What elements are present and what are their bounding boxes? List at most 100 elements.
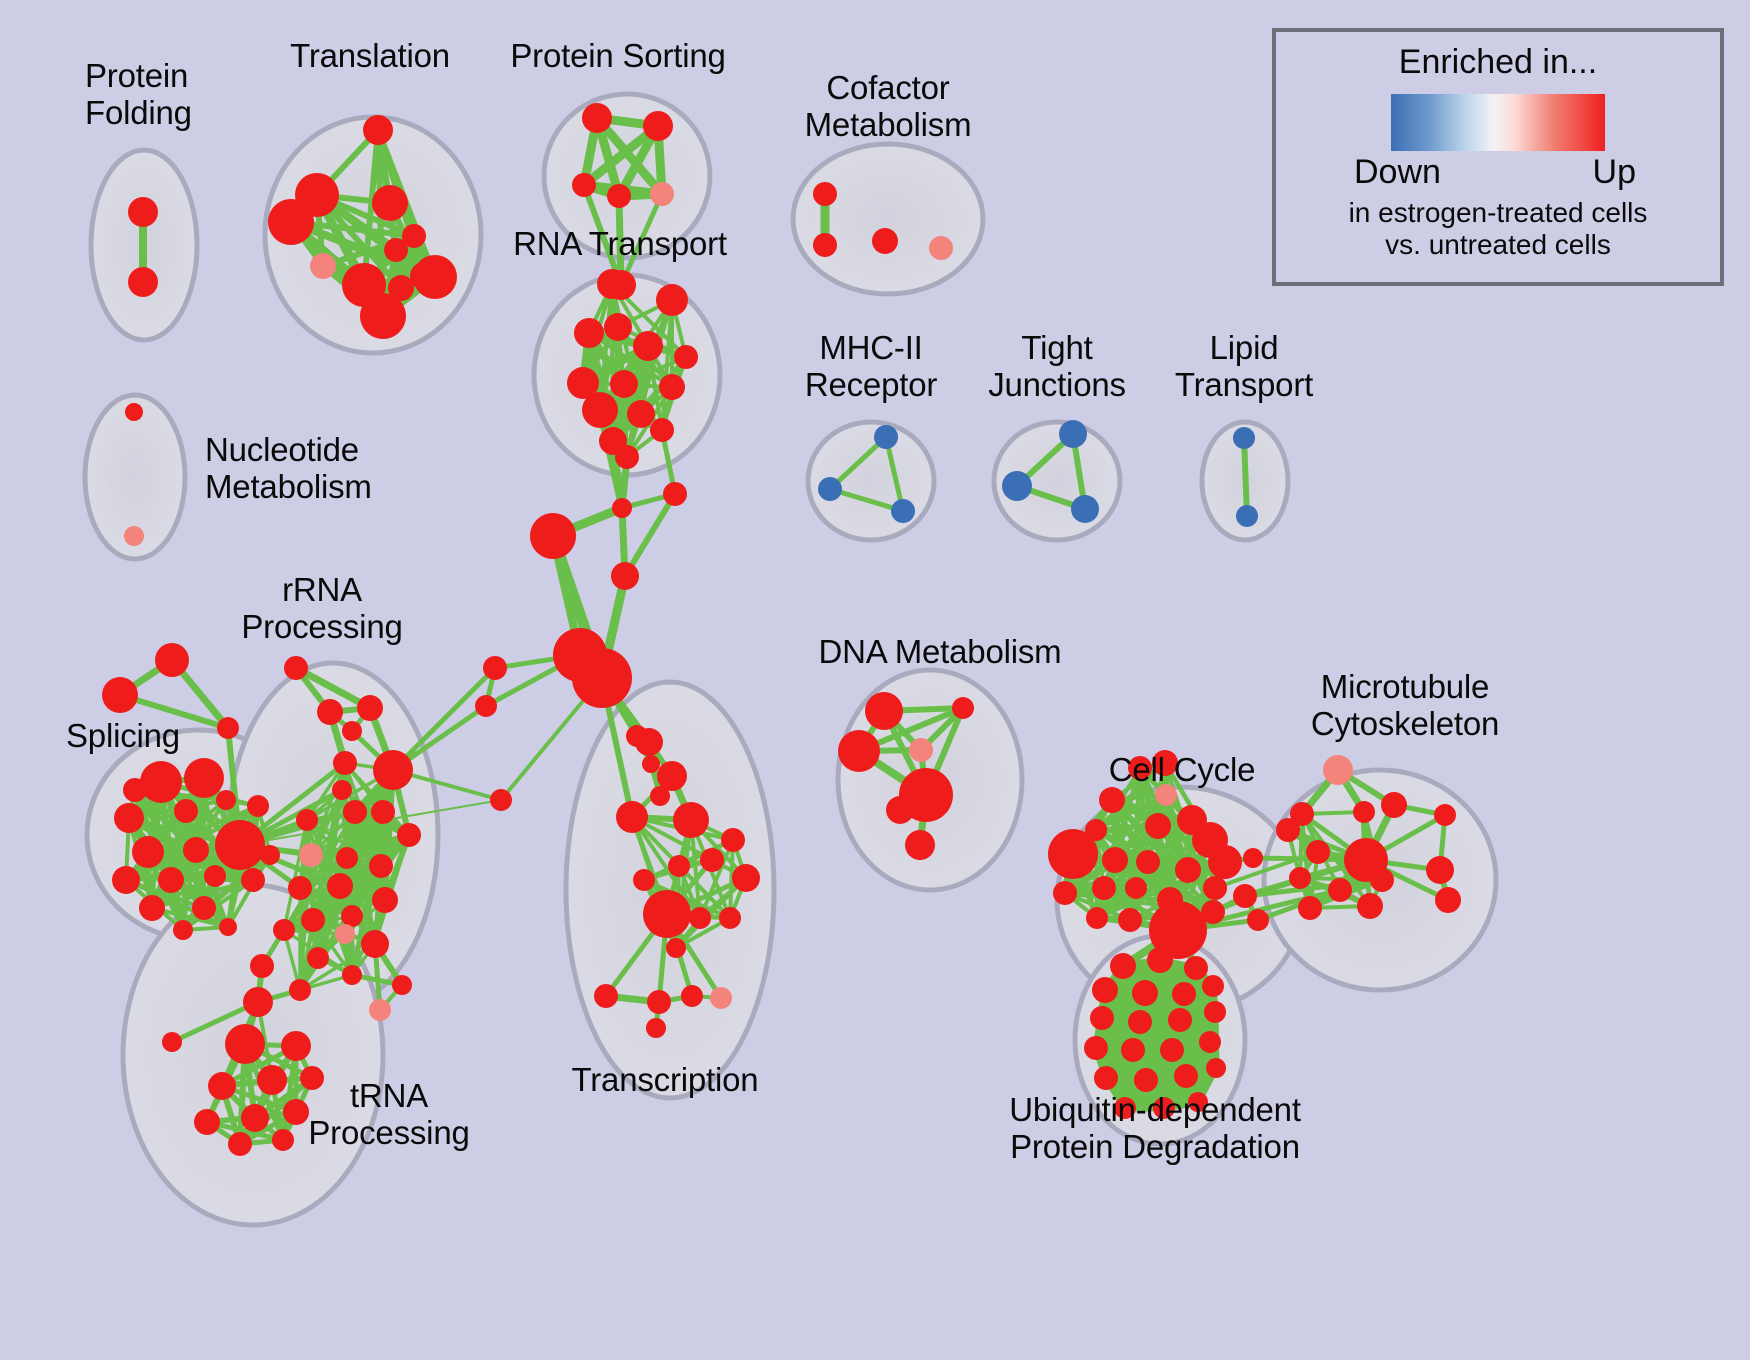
network-node[interactable] bbox=[1203, 876, 1227, 900]
network-node[interactable] bbox=[666, 938, 686, 958]
network-node[interactable] bbox=[813, 233, 837, 257]
network-node[interactable] bbox=[219, 918, 237, 936]
network-node[interactable] bbox=[1053, 881, 1077, 905]
network-node[interactable] bbox=[1236, 505, 1258, 527]
network-node[interactable] bbox=[283, 1099, 309, 1125]
network-node[interactable] bbox=[299, 843, 323, 867]
network-node[interactable] bbox=[838, 730, 880, 772]
network-node[interactable] bbox=[597, 269, 627, 299]
network-node[interactable] bbox=[865, 692, 903, 730]
network-node[interactable] bbox=[1328, 878, 1352, 902]
network-node[interactable] bbox=[284, 656, 308, 680]
network-node[interactable] bbox=[342, 965, 362, 985]
network-node[interactable] bbox=[1435, 887, 1461, 913]
network-node[interactable] bbox=[289, 979, 311, 1001]
network-node[interactable] bbox=[1094, 1066, 1118, 1090]
network-node[interactable] bbox=[317, 699, 343, 725]
network-node[interactable] bbox=[681, 985, 703, 1007]
network-node[interactable] bbox=[615, 445, 639, 469]
network-node[interactable] bbox=[1168, 1008, 1192, 1032]
network-node[interactable] bbox=[194, 1109, 220, 1135]
network-node[interactable] bbox=[184, 758, 224, 798]
network-node[interactable] bbox=[659, 374, 685, 400]
network-node[interactable] bbox=[530, 513, 576, 559]
network-node[interactable] bbox=[700, 848, 724, 872]
network-node[interactable] bbox=[610, 370, 638, 398]
network-node[interactable] bbox=[1084, 1036, 1108, 1060]
network-node[interactable] bbox=[114, 803, 144, 833]
network-node[interactable] bbox=[574, 318, 604, 348]
network-node[interactable] bbox=[1099, 787, 1125, 813]
network-node[interactable] bbox=[607, 184, 631, 208]
network-node[interactable] bbox=[272, 1129, 294, 1151]
network-node[interactable] bbox=[668, 855, 690, 877]
network-node[interactable] bbox=[273, 919, 295, 941]
network-node[interactable] bbox=[1323, 755, 1353, 785]
network-node[interactable] bbox=[301, 908, 325, 932]
network-node[interactable] bbox=[874, 425, 898, 449]
network-node[interactable] bbox=[1175, 857, 1201, 883]
network-node[interactable] bbox=[217, 717, 239, 739]
network-node[interactable] bbox=[891, 499, 915, 523]
network-node[interactable] bbox=[929, 236, 953, 260]
network-node[interactable] bbox=[1298, 896, 1322, 920]
network-node[interactable] bbox=[1092, 876, 1116, 900]
network-node[interactable] bbox=[1128, 1010, 1152, 1034]
network-node[interactable] bbox=[1289, 867, 1311, 889]
network-node[interactable] bbox=[1306, 840, 1330, 864]
network-node[interactable] bbox=[162, 1032, 182, 1052]
network-node[interactable] bbox=[112, 866, 140, 894]
network-node[interactable] bbox=[128, 267, 158, 297]
network-node[interactable] bbox=[1134, 1068, 1158, 1092]
network-node[interactable] bbox=[281, 1031, 311, 1061]
network-node[interactable] bbox=[1276, 818, 1300, 842]
network-node[interactable] bbox=[125, 403, 143, 421]
network-node[interactable] bbox=[1202, 975, 1224, 997]
network-node[interactable] bbox=[360, 293, 406, 339]
network-node[interactable] bbox=[123, 778, 147, 802]
network-node[interactable] bbox=[372, 185, 408, 221]
network-node[interactable] bbox=[1357, 893, 1383, 919]
network-node[interactable] bbox=[572, 648, 632, 708]
network-node[interactable] bbox=[225, 1024, 265, 1064]
network-node[interactable] bbox=[642, 755, 660, 773]
network-node[interactable] bbox=[1243, 848, 1263, 868]
network-node[interactable] bbox=[204, 865, 226, 887]
network-node[interactable] bbox=[132, 836, 164, 868]
network-node[interactable] bbox=[247, 795, 269, 817]
network-node[interactable] bbox=[1125, 877, 1147, 899]
network-node[interactable] bbox=[307, 947, 329, 969]
network-node[interactable] bbox=[124, 526, 144, 546]
network-node[interactable] bbox=[372, 887, 398, 913]
network-node[interactable] bbox=[268, 199, 314, 245]
network-node[interactable] bbox=[952, 697, 974, 719]
network-node[interactable] bbox=[818, 477, 842, 501]
network-node[interactable] bbox=[373, 750, 413, 790]
network-node[interactable] bbox=[1353, 801, 1375, 823]
network-node[interactable] bbox=[594, 984, 618, 1008]
network-node[interactable] bbox=[1086, 907, 1108, 929]
network-node[interactable] bbox=[1381, 792, 1407, 818]
network-node[interactable] bbox=[635, 728, 663, 756]
network-node[interactable] bbox=[1090, 1006, 1114, 1030]
network-node[interactable] bbox=[643, 890, 691, 938]
network-node[interactable] bbox=[384, 238, 408, 262]
network-node[interactable] bbox=[656, 284, 688, 316]
network-node[interactable] bbox=[650, 182, 674, 206]
network-node[interactable] bbox=[327, 873, 353, 899]
network-node[interactable] bbox=[1233, 884, 1257, 908]
network-node[interactable] bbox=[1092, 977, 1118, 1003]
network-node[interactable] bbox=[1085, 819, 1107, 841]
network-node[interactable] bbox=[1160, 1038, 1184, 1062]
network-node[interactable] bbox=[371, 800, 395, 824]
network-node[interactable] bbox=[241, 1104, 269, 1132]
network-node[interactable] bbox=[475, 695, 497, 717]
network-node[interactable] bbox=[646, 1018, 666, 1038]
network-node[interactable] bbox=[643, 111, 673, 141]
network-node[interactable] bbox=[341, 905, 363, 927]
network-node[interactable] bbox=[250, 954, 274, 978]
network-node[interactable] bbox=[1118, 908, 1142, 932]
network-node[interactable] bbox=[139, 895, 165, 921]
network-node[interactable] bbox=[296, 809, 318, 831]
network-node[interactable] bbox=[369, 854, 393, 878]
